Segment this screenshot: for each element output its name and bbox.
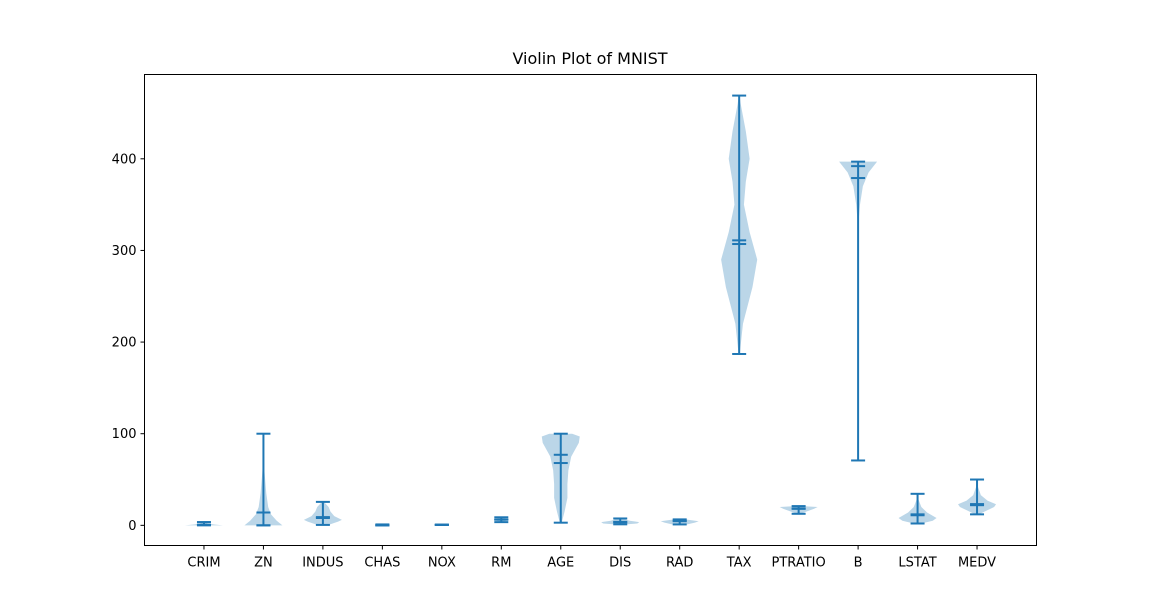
x-tick-label-medv: MEDV	[958, 556, 996, 571]
x-tick-label-dis: DIS	[609, 556, 631, 571]
violins-layer	[184, 94, 997, 527]
violin-dis	[601, 517, 640, 526]
x-tick-label-zn: ZN	[254, 556, 273, 571]
y-tick-label: 100	[112, 427, 137, 442]
x-tick-label-tax: TAX	[726, 556, 752, 571]
violin-age	[541, 432, 580, 524]
violin-indus	[303, 500, 342, 526]
chart-title: Violin Plot of MNIST	[512, 49, 667, 68]
violin-rm	[493, 516, 509, 524]
y-tick-label: 300	[112, 244, 137, 259]
x-tick-label-age: AGE	[547, 556, 574, 571]
y-tick-label: 200	[112, 336, 137, 351]
x-tick-label-nox: NOX	[428, 556, 456, 571]
x-tick-label-b: B	[854, 556, 863, 571]
violin-lstat	[898, 492, 937, 525]
x-tick-label-rad: RAD	[666, 556, 693, 571]
y-axis: 0 100 200 300 400	[112, 152, 145, 534]
x-tick-label-rm: RM	[491, 556, 511, 571]
violin-chas	[375, 523, 390, 527]
violin-crim	[184, 521, 223, 527]
violin-ptratio	[779, 505, 818, 515]
y-tick-label: 0	[128, 519, 136, 534]
x-axis: CRIM ZN INDUS CHAS NOX RM AGE DIS RAD TAX PTRATIO B…	[187, 545, 996, 571]
x-tick-label-indus: INDUS	[302, 556, 343, 571]
plot-frame	[144, 74, 1037, 546]
x-tick-label-ptratio: PTRATIO	[772, 556, 826, 571]
violin-medv	[958, 478, 997, 516]
violin-tax	[721, 94, 758, 355]
violin-rad	[660, 518, 699, 526]
violin-zn	[244, 432, 283, 527]
y-tick-label: 400	[112, 152, 137, 167]
x-tick-label-crim: CRIM	[187, 556, 220, 571]
violin-b	[839, 160, 878, 462]
x-tick-label-lstat: LSTAT	[898, 556, 936, 571]
x-tick-label-chas: CHAS	[364, 556, 400, 571]
